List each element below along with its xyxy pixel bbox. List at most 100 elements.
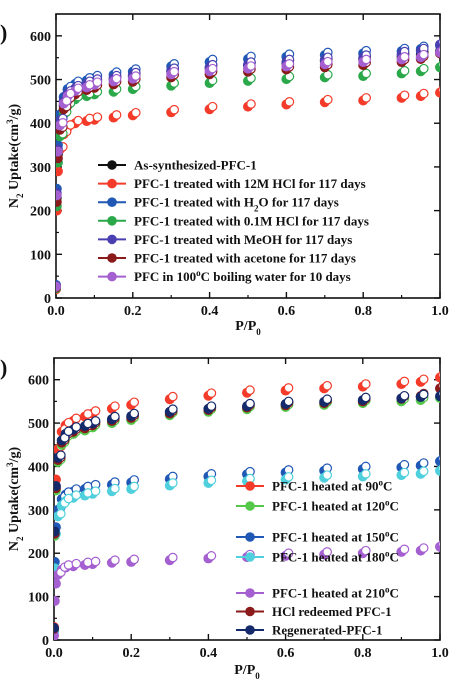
desorption-point xyxy=(111,73,122,84)
desorption-point xyxy=(63,426,74,437)
y-tick-label: 200 xyxy=(30,205,51,220)
legend-label: PFC in 100oC boiling water for 10 days xyxy=(134,268,351,284)
adsorption-point xyxy=(56,281,61,292)
legend-marker xyxy=(107,234,117,245)
legend-marker xyxy=(245,532,255,542)
y-axis-title: N2 Uptake(cm3/g) xyxy=(5,447,25,552)
x-tick-label: 0.6 xyxy=(277,646,295,661)
desorption-point xyxy=(360,545,371,556)
y-axis-title: N2 Uptake(cm3/g) xyxy=(5,104,25,209)
desorption-point xyxy=(83,488,93,498)
desorption-point xyxy=(83,557,93,568)
legend-label: PFC-1 treated with 0.1M HCl for 117 days xyxy=(134,213,369,228)
desorption-point xyxy=(110,555,120,565)
legend-item-5: PFC-1 treated with MeOH for 117 days xyxy=(98,232,352,247)
panel-letter: ) xyxy=(0,355,7,380)
desorption-point xyxy=(418,389,429,400)
y-tick-label: 0 xyxy=(44,292,51,307)
y-tick-label: 100 xyxy=(30,248,51,263)
series-5 xyxy=(54,540,440,640)
x-tick-label: 0.4 xyxy=(201,304,219,319)
desorption-point xyxy=(169,66,179,77)
panel-letter: ) xyxy=(0,20,7,45)
desorption-point xyxy=(283,472,294,482)
desorption-point xyxy=(438,38,440,46)
desorption-point xyxy=(438,454,440,463)
desorption-point xyxy=(360,469,371,479)
desorption-point xyxy=(61,96,72,106)
desorption-point xyxy=(418,88,429,99)
legend-item-7: Regenerated-PFC-1 xyxy=(236,623,382,638)
desorption-point xyxy=(90,486,101,496)
desorption-point xyxy=(438,371,440,379)
legend-item-4: PFC-1 treated with 0.1M HCl for 117 days xyxy=(98,213,369,228)
legend-marker xyxy=(107,271,117,282)
desorption-point xyxy=(438,464,440,472)
desorption-point xyxy=(322,94,333,105)
desorption-point xyxy=(245,398,255,409)
desorption-point xyxy=(131,107,141,118)
x-tick-label: 0.0 xyxy=(47,304,65,319)
desorption-point xyxy=(169,104,179,115)
desorption-point xyxy=(129,397,139,408)
x-tick-label: 0.4 xyxy=(200,646,218,661)
y-tick-label: 300 xyxy=(28,504,49,519)
desorption-point xyxy=(418,458,429,468)
legend-item-3: PFC-1 treated with H2O for 117 days xyxy=(98,195,339,214)
desorption-point xyxy=(168,404,178,414)
desorption-point xyxy=(63,493,74,504)
legend-item-3: PFC-1 heated at 150oC xyxy=(236,529,399,545)
series-7 xyxy=(56,46,440,292)
legend-marker xyxy=(107,216,117,226)
desorption-point xyxy=(322,380,332,391)
x-tick-label: 1.0 xyxy=(431,646,449,661)
desorption-point xyxy=(361,54,371,65)
chart-panel-1: ) 0.0 0.2 0.4 0.6 0.8 1.0 0 100 200 300 400 500 600 P/… xyxy=(0,13,449,337)
desorption-point xyxy=(283,383,294,393)
desorption-point xyxy=(65,88,76,99)
y-tick-label: 600 xyxy=(28,374,49,389)
legend-marker xyxy=(245,501,255,511)
desorption-point xyxy=(129,554,139,565)
desorption-point xyxy=(245,385,255,395)
x-tick-label: 0.8 xyxy=(354,646,372,661)
x-tick-label: 0.0 xyxy=(45,646,63,661)
desorption-point xyxy=(110,483,120,494)
x-tick-label: 1.0 xyxy=(431,304,449,319)
adsorption-point xyxy=(54,622,59,633)
legend-item-4: PFC-1 heated at 180oC xyxy=(236,549,399,565)
legend-item-1: As-synthesized-PFC-1 xyxy=(98,158,257,173)
desorption-point xyxy=(399,544,410,555)
desorption-point xyxy=(206,475,217,486)
desorption-point xyxy=(399,459,410,470)
adsorption-point xyxy=(54,578,61,589)
y-tick-label: 200 xyxy=(28,547,49,562)
x-axis-title: P/P0 xyxy=(235,319,261,337)
desorption-point xyxy=(168,391,178,402)
desorption-point xyxy=(399,66,410,76)
legend-marker xyxy=(107,160,117,170)
desorption-point xyxy=(111,110,122,120)
legend-marker xyxy=(245,552,255,562)
x-tick-label: 0.2 xyxy=(122,646,140,661)
desorption-point xyxy=(438,382,440,390)
adsorption-point xyxy=(54,595,60,606)
y-tick-label: 400 xyxy=(30,117,51,132)
desorption-point xyxy=(56,508,66,519)
legend-marker xyxy=(245,588,255,598)
adsorption-point xyxy=(56,146,63,157)
desorption-point xyxy=(206,388,217,398)
legend-label: PFC-1 treated with 12M HCl for 117 days xyxy=(134,176,366,191)
desorption-point xyxy=(322,56,333,67)
adsorption-point xyxy=(54,480,61,491)
desorption-point xyxy=(418,49,429,60)
desorption-point xyxy=(90,556,101,567)
x-tick-label: 0.6 xyxy=(278,304,296,319)
desorption-point xyxy=(418,543,429,553)
desorption-point xyxy=(58,117,68,128)
desorption-point xyxy=(90,406,101,416)
legend-item-1: PFC-1 heated at 90oC xyxy=(236,478,392,494)
desorption-point xyxy=(284,59,295,69)
desorption-point xyxy=(283,396,294,407)
